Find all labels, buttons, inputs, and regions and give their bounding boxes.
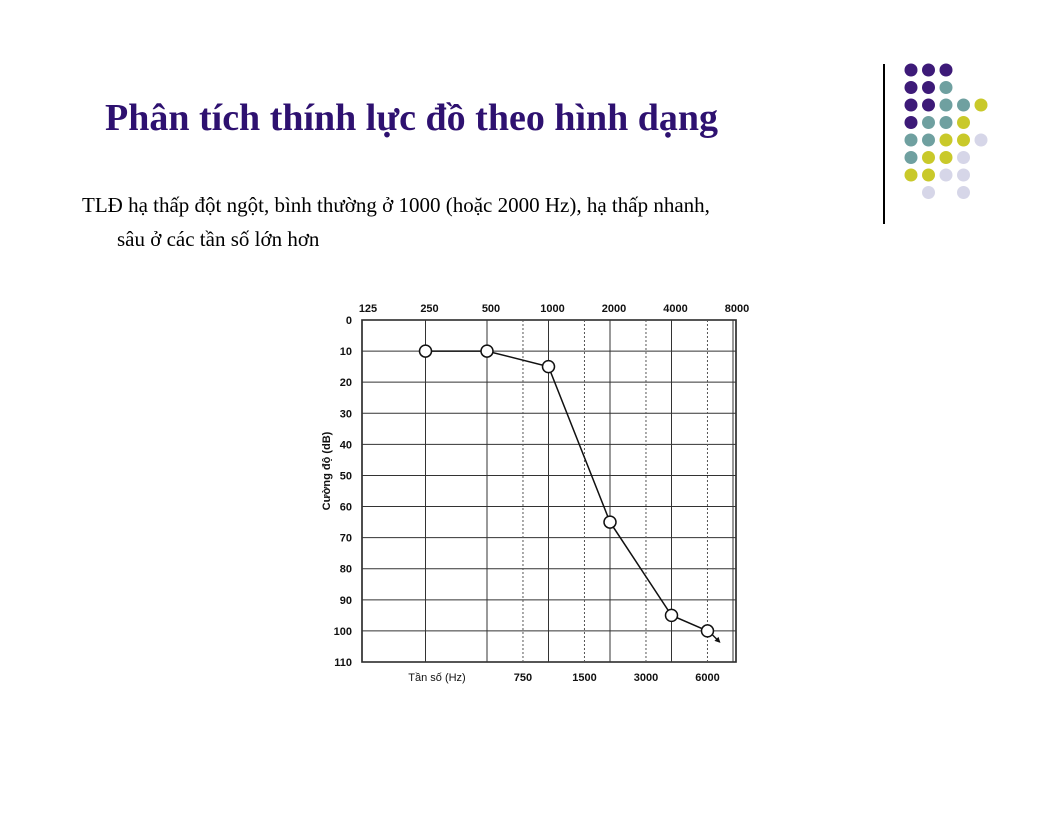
tick-label-left: 30 bbox=[340, 408, 352, 420]
data-point bbox=[418, 344, 433, 358]
tick-label-left: 110 bbox=[334, 657, 352, 669]
decorative-dot bbox=[904, 133, 918, 147]
tick-label-top: 8000 bbox=[725, 303, 749, 315]
decorative-dot bbox=[922, 133, 935, 147]
tick-label-top: 500 bbox=[482, 303, 500, 315]
decorative-dot bbox=[922, 151, 935, 164]
decorative-dot bbox=[939, 168, 953, 182]
decorative-dot bbox=[939, 81, 953, 94]
tick-label-left: 90 bbox=[340, 595, 352, 607]
decorative-dot bbox=[904, 81, 918, 94]
decorative-dot bbox=[957, 116, 970, 129]
decorative-dot bbox=[922, 81, 935, 94]
hearing-threshold-series bbox=[418, 344, 721, 643]
decorative-dot bbox=[904, 151, 918, 164]
header-divider bbox=[883, 64, 885, 224]
decorative-dot bbox=[957, 133, 970, 147]
decorative-dot bbox=[904, 63, 918, 77]
tick-label-left: 40 bbox=[340, 439, 352, 451]
y-axis-label: Cường độ (dB) bbox=[321, 431, 333, 510]
x-axis-label: Tần số (Hz) bbox=[408, 672, 465, 684]
decorative-dot bbox=[939, 63, 953, 77]
decorative-dot bbox=[957, 151, 970, 164]
data-point bbox=[664, 608, 679, 623]
decorative-dot bbox=[939, 98, 953, 112]
decorative-dot bbox=[922, 186, 935, 199]
intensity-ticks: 0 10 20 30 40 50 60 70 80 90 100 110 bbox=[334, 315, 352, 669]
decorative-dot bbox=[922, 168, 935, 182]
tick-label-left: 80 bbox=[340, 564, 352, 576]
tick-label-left: 100 bbox=[334, 626, 352, 638]
decorative-dot bbox=[957, 168, 970, 182]
tick-label-bottom: 1500 bbox=[572, 672, 596, 684]
decorative-dot bbox=[939, 116, 953, 129]
series-line bbox=[425, 350, 708, 632]
data-point bbox=[541, 359, 556, 374]
tick-label-left: 70 bbox=[340, 533, 352, 545]
decorative-dot bbox=[974, 98, 988, 112]
bullet-line-1: TLĐ hạ thấp đột ngột, bình thường ở 1000… bbox=[82, 193, 710, 217]
bullet-text: TLĐ hạ thấp đột ngột, bình thường ở 1000… bbox=[82, 188, 862, 256]
decorative-dot-grid bbox=[904, 63, 988, 199]
bullet-line-2: sâu ở các tần số lớn hơn bbox=[117, 227, 320, 251]
slide-title: Phân tích thính lực đồ theo hình dạng bbox=[105, 97, 719, 139]
no-response-arrowhead bbox=[714, 636, 721, 643]
top-frequency-ticks: 125 250 500 1000 2000 4000 8000 bbox=[359, 303, 749, 315]
decorative-dot bbox=[922, 98, 935, 112]
tick-label-top: 125 bbox=[359, 303, 377, 315]
decorative-dot bbox=[939, 151, 953, 164]
decorative-dot bbox=[939, 133, 953, 147]
tick-label-left: 50 bbox=[340, 470, 352, 482]
tick-label-bottom: 750 bbox=[514, 672, 532, 684]
bottom-frequency-ticks: 750 1500 3000 6000 bbox=[514, 672, 720, 684]
decorative-dot bbox=[904, 168, 918, 182]
tick-label-bottom: 3000 bbox=[634, 672, 658, 684]
tick-label-top: 1000 bbox=[540, 303, 564, 315]
decorative-dot bbox=[904, 116, 918, 129]
tick-label-top: 250 bbox=[420, 303, 438, 315]
tick-label-left: 10 bbox=[340, 346, 352, 358]
decorative-dot bbox=[974, 133, 988, 147]
decorative-dot bbox=[922, 116, 935, 129]
audiogram-chart: 125 250 500 1000 2000 4000 8000 750 1500 3000 600… bbox=[321, 303, 749, 684]
decorative-dot bbox=[957, 98, 970, 112]
decorative-dot bbox=[922, 63, 935, 77]
tick-label-left: 60 bbox=[340, 502, 352, 514]
decorative-dot bbox=[904, 98, 918, 112]
tick-label-top: 4000 bbox=[663, 303, 687, 315]
tick-label-top: 2000 bbox=[602, 303, 626, 315]
tick-label-left: 20 bbox=[340, 377, 352, 389]
decorative-dot bbox=[957, 186, 970, 199]
tick-label-bottom: 6000 bbox=[695, 672, 719, 684]
vertical-gridlines bbox=[425, 320, 734, 662]
data-point bbox=[700, 624, 715, 638]
data-point bbox=[480, 344, 494, 358]
data-point bbox=[603, 515, 617, 529]
tick-label-left: 0 bbox=[346, 315, 352, 327]
